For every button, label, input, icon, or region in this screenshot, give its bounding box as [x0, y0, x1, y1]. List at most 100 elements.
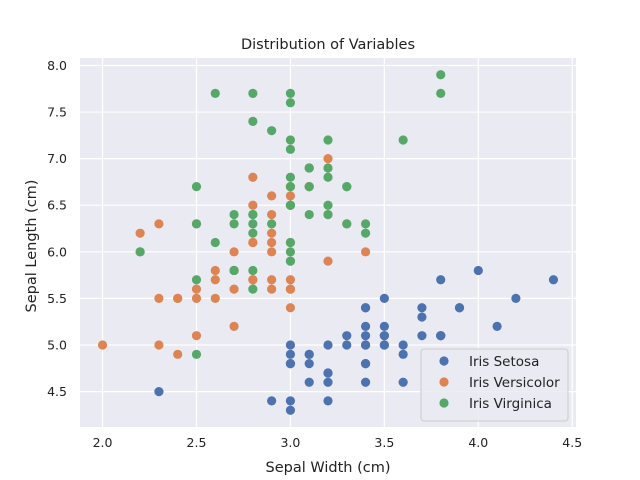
- data-point: [210, 275, 220, 285]
- x-tick-label: 2.5: [187, 435, 207, 450]
- tick-labels: 2.0 2.5 3.0 3.5 4.0 4.5 4.5 5.0 5.5 6.0 6.5 7.0 7.5 8…: [47, 58, 582, 450]
- data-point: [285, 284, 296, 294]
- data-point: [267, 209, 277, 220]
- x-tick-label: 4.5: [562, 435, 582, 450]
- data-point: [360, 321, 371, 331]
- legend-label: Iris Setosa: [469, 354, 539, 370]
- data-point: [360, 219, 371, 229]
- data-point: [379, 321, 389, 331]
- data-point: [154, 340, 164, 350]
- legend-marker: [439, 377, 449, 387]
- data-point: [229, 284, 239, 294]
- y-axis-title: Sepal Length (cm): [24, 180, 40, 313]
- data-point: [285, 340, 296, 350]
- legend-marker: [439, 398, 449, 408]
- data-point: [323, 154, 333, 164]
- data-point: [285, 172, 296, 182]
- data-point: [360, 331, 371, 341]
- data-point: [342, 181, 352, 192]
- data-point: [97, 340, 108, 350]
- series-iris-setosa: [154, 265, 559, 415]
- data-point: [285, 98, 296, 108]
- data-point: [267, 247, 277, 257]
- data-point: [323, 368, 333, 378]
- data-point: [154, 219, 164, 229]
- data-point: [248, 219, 258, 229]
- data-point: [342, 340, 352, 350]
- data-point: [248, 209, 258, 220]
- data-point: [285, 396, 296, 406]
- data-point: [135, 247, 145, 257]
- data-point: [304, 181, 314, 192]
- data-point: [323, 377, 333, 387]
- y-tick-label: 6.5: [47, 198, 67, 213]
- data-point: [285, 200, 296, 210]
- data-point: [304, 377, 314, 387]
- data-point: [417, 331, 427, 341]
- data-point: [323, 200, 333, 210]
- data-point: [379, 340, 389, 350]
- data-point: [360, 303, 371, 313]
- data-point: [379, 331, 389, 341]
- data-point: [398, 349, 408, 359]
- data-point: [191, 349, 202, 359]
- data-point: [285, 275, 296, 285]
- data-point: [210, 88, 220, 99]
- data-point: [191, 181, 202, 192]
- data-point: [417, 303, 427, 313]
- data-point: [229, 247, 239, 257]
- data-point: [436, 331, 446, 341]
- data-point: [360, 359, 371, 369]
- data-point: [248, 275, 258, 285]
- data-point: [436, 70, 446, 80]
- data-point: [398, 135, 408, 145]
- data-point: [342, 219, 352, 229]
- data-point: [248, 200, 258, 210]
- data-point: [229, 219, 239, 229]
- y-tick-label: 5.0: [47, 338, 67, 353]
- y-tick-label: 8.0: [47, 58, 67, 73]
- data-point: [267, 275, 277, 285]
- data-point: [417, 312, 427, 322]
- data-point: [248, 88, 258, 99]
- chart-title: Distribution of Variables: [241, 37, 415, 53]
- data-point: [304, 209, 314, 220]
- x-tick-label: 2.0: [93, 435, 113, 450]
- data-point: [304, 163, 314, 173]
- data-point: [191, 293, 202, 304]
- data-point: [191, 284, 202, 294]
- data-point: [248, 172, 258, 182]
- data-point: [285, 359, 296, 369]
- data-point: [304, 349, 314, 359]
- data-point: [285, 88, 296, 99]
- data-point: [154, 293, 164, 304]
- data-point: [267, 237, 277, 248]
- y-tick-label: 7.0: [47, 151, 67, 166]
- data-point: [191, 219, 202, 229]
- legend-label: Iris Versicolor: [469, 375, 560, 391]
- data-point: [285, 405, 296, 415]
- series-iris-virginica: [135, 70, 446, 359]
- data-point: [511, 293, 521, 304]
- legend-label: Iris Virginica: [469, 396, 552, 412]
- data-point: [436, 275, 446, 285]
- data-point: [323, 172, 333, 182]
- data-point: [323, 163, 333, 173]
- data-point: [173, 293, 183, 304]
- data-point: [360, 377, 371, 387]
- data-point: [323, 340, 333, 350]
- data-point: [304, 359, 314, 369]
- x-axis-title: Sepal Width (cm): [266, 460, 391, 476]
- data-point: [285, 135, 296, 145]
- data-point: [267, 284, 277, 294]
- data-point: [229, 209, 239, 220]
- data-point: [360, 340, 371, 350]
- y-tick-label: 4.5: [47, 384, 67, 399]
- data-point: [210, 265, 220, 276]
- data-point: [285, 247, 296, 257]
- data-point: [173, 349, 183, 359]
- data-point: [154, 386, 164, 397]
- data-point: [454, 303, 465, 313]
- data-point: [135, 228, 145, 238]
- x-tick-label: 3.0: [280, 435, 300, 450]
